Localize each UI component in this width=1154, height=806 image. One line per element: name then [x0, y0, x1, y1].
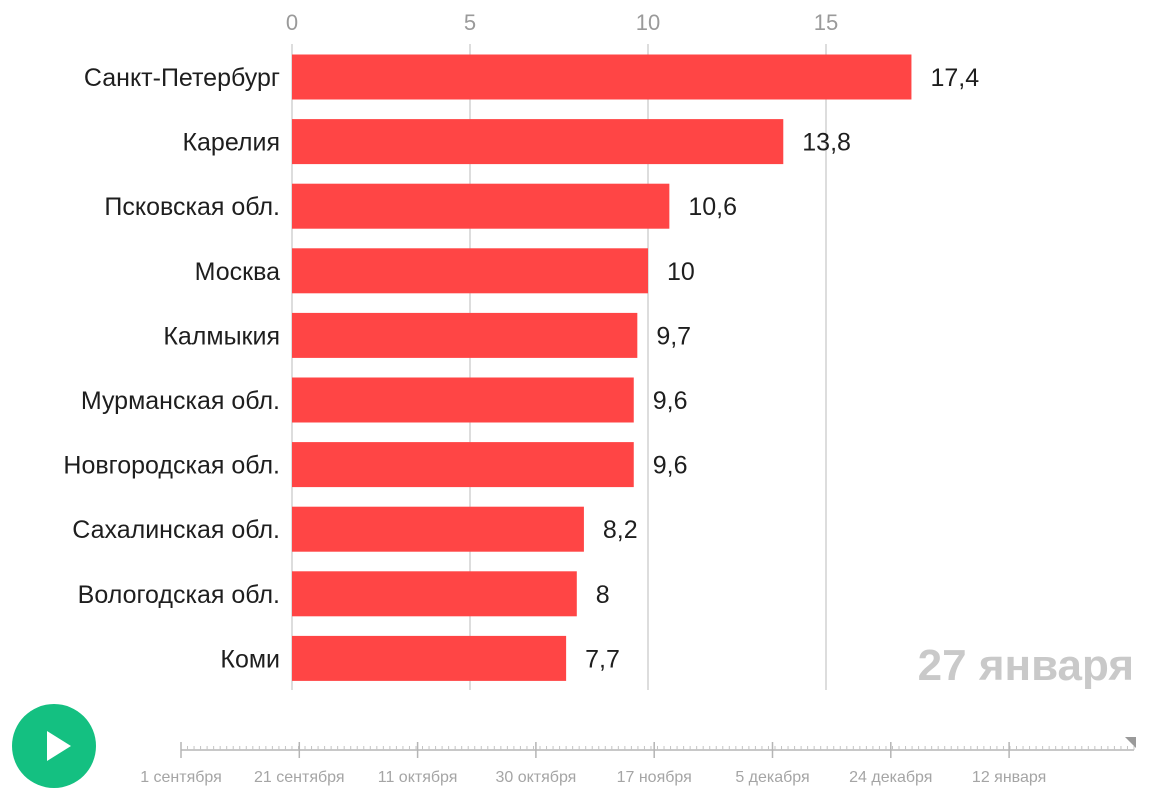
x-tick-label: 5 [464, 10, 476, 35]
timeline-handle[interactable] [1125, 737, 1136, 748]
bar [292, 635, 567, 681]
play-icon [47, 731, 71, 761]
bars [292, 54, 912, 681]
value-label: 10,6 [688, 193, 737, 221]
category-label: Москва [195, 258, 280, 286]
timeline-label: 21 сентября [254, 769, 345, 786]
timeline-label: 17 ноября [617, 769, 692, 786]
value-label: 8 [596, 581, 610, 609]
bar [292, 119, 784, 165]
timeline-label: 1 сентября [140, 769, 222, 786]
bar [292, 248, 648, 294]
timeline-label: 5 декабря [735, 769, 809, 786]
play-button[interactable] [12, 704, 96, 788]
value-label: 17,4 [930, 64, 979, 92]
bar [292, 442, 634, 488]
timeline-label: 24 декабря [849, 769, 932, 786]
category-label: Калмыкия [163, 322, 280, 350]
timeline-label: 30 октября [495, 769, 576, 786]
x-tick-label: 15 [814, 10, 838, 35]
category-label: Карелия [182, 129, 280, 157]
value-label: 9,6 [653, 452, 688, 480]
current-date-label: 27 января [918, 641, 1134, 690]
value-label: 8,2 [603, 516, 638, 544]
category-label: Санкт-Петербург [84, 64, 280, 92]
value-label: 9,6 [653, 387, 688, 415]
bar [292, 54, 912, 100]
value-label: 9,7 [656, 322, 691, 350]
value-label: 7,7 [585, 645, 620, 673]
x-tick-label: 10 [636, 10, 660, 35]
category-label: Новгородская обл. [63, 452, 280, 480]
category-label: Псковская обл. [104, 193, 280, 221]
category-labels: Санкт-Петербург Карелия Псковская обл. Моск… [63, 64, 280, 673]
x-tick-label: 0 [286, 10, 298, 35]
bar [292, 571, 577, 617]
x-axis-ticks: 0 5 10 15 [286, 10, 838, 35]
category-label: Коми [220, 645, 280, 673]
timeline-label: 11 октября [378, 769, 458, 786]
bar [292, 183, 670, 229]
timeline-slider[interactable]: 1 сентября 21 сентября 11 октября 30 октябр… [140, 737, 1136, 786]
value-label: 13,8 [802, 129, 851, 157]
timeline-label: 12 января [972, 769, 1046, 786]
value-labels: 17,4 13,8 10,6 10 9,7 9,6 9,6 8,2 8 7,7 [585, 64, 979, 673]
bar [292, 312, 638, 358]
value-label: 10 [667, 258, 695, 286]
bar [292, 506, 584, 552]
category-label: Мурманская обл. [81, 387, 280, 415]
category-label: Сахалинская обл. [72, 516, 280, 544]
category-label: Вологодская обл. [78, 581, 280, 609]
bar [292, 377, 634, 423]
